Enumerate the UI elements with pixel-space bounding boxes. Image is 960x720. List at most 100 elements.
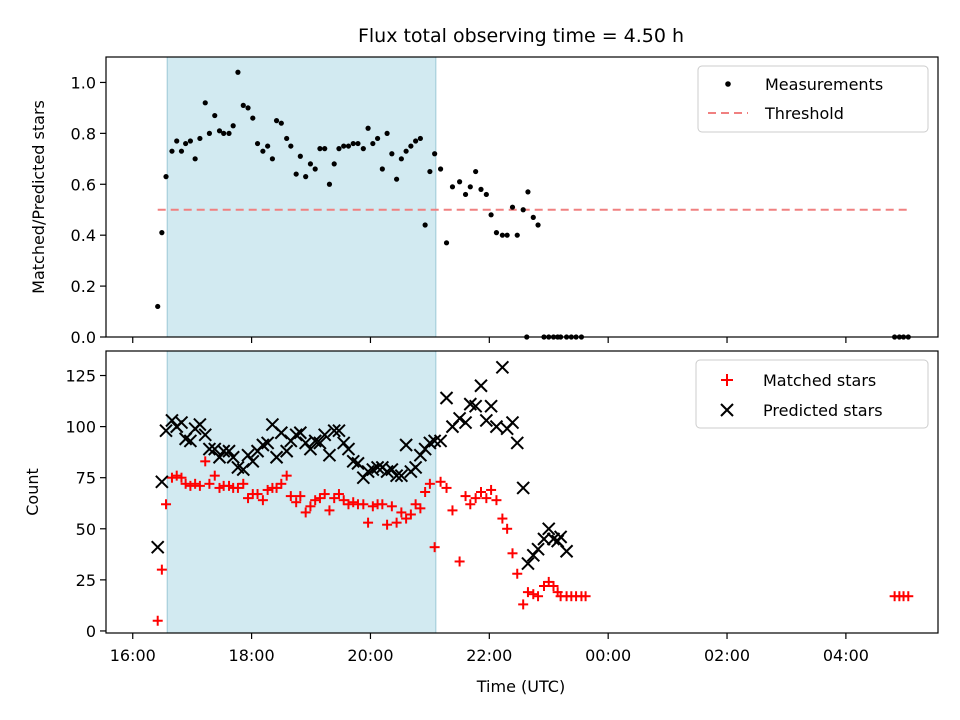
predicted-point xyxy=(427,434,442,448)
top-x-ticks xyxy=(132,337,847,343)
matched-point xyxy=(190,478,201,489)
matched-point xyxy=(281,470,292,481)
measurement-point xyxy=(467,184,473,190)
measurement-point xyxy=(216,128,223,134)
matched-point xyxy=(533,591,544,602)
x-tick-label: 20:00 xyxy=(347,646,393,665)
predicted-point xyxy=(226,450,240,464)
predicted-point xyxy=(510,436,524,450)
matched-point xyxy=(441,482,452,493)
matched-point xyxy=(262,484,273,495)
top-y-tick-label: 0.4 xyxy=(71,226,96,245)
matched-point xyxy=(429,542,440,553)
matched-point xyxy=(156,564,167,575)
measurement-point xyxy=(221,130,227,136)
top-y-tick-label: 0.6 xyxy=(71,175,96,194)
matched-point xyxy=(491,495,502,506)
predicted-points xyxy=(150,360,574,571)
measurement-point xyxy=(260,148,266,154)
predicted-point xyxy=(216,444,231,458)
predicted-point xyxy=(458,415,473,430)
measurement-point xyxy=(408,143,414,149)
predicted-point xyxy=(408,460,423,475)
predicted-point xyxy=(159,423,173,438)
bottom-y-axis: 0 25 50 75 100 125 xyxy=(65,367,106,641)
measurement-point xyxy=(226,130,232,136)
matched-point xyxy=(447,505,458,516)
top-y-tick-label: 1.0 xyxy=(71,73,96,92)
measurement-point xyxy=(514,232,520,238)
predicted-point xyxy=(332,423,346,438)
predicted-point xyxy=(183,434,198,448)
matched-point xyxy=(475,487,486,497)
predicted-point xyxy=(260,436,275,450)
matched-point xyxy=(363,517,374,528)
measurement-point xyxy=(336,146,342,152)
predicted-point xyxy=(193,417,207,432)
predicted-point xyxy=(399,438,413,452)
measurement-point xyxy=(462,191,469,198)
measurement-point xyxy=(345,143,352,149)
predicted-point xyxy=(489,419,504,434)
top-highlight-band xyxy=(166,56,437,338)
measurement-point xyxy=(288,143,294,149)
measurement-point xyxy=(403,148,409,154)
matched-point xyxy=(152,615,163,626)
predicted-point xyxy=(537,532,551,546)
x-tick-label: 18:00 xyxy=(229,646,275,665)
measurement-point xyxy=(297,153,303,159)
measurement-point xyxy=(212,112,218,119)
measurement-point xyxy=(499,232,505,238)
matched-point xyxy=(415,503,426,514)
matched-point xyxy=(161,499,172,510)
matched-point xyxy=(386,501,397,512)
matched-point xyxy=(285,491,296,502)
top-plot-frame xyxy=(105,56,939,338)
matched-point xyxy=(486,484,497,495)
matched-point xyxy=(176,472,187,483)
measurement-point xyxy=(322,146,328,152)
legend-measurements-label: Measurements xyxy=(765,75,883,94)
measurement-point xyxy=(284,135,290,142)
matched-point xyxy=(310,495,321,506)
predicted-point xyxy=(516,481,530,495)
measurement-point xyxy=(331,161,337,167)
measurement-point xyxy=(449,184,456,190)
predicted-point xyxy=(246,454,260,469)
matched-point xyxy=(367,501,378,512)
matched-point xyxy=(497,513,508,524)
matched-point xyxy=(305,501,316,512)
matched-point xyxy=(396,507,407,518)
matched-point xyxy=(166,472,177,483)
matched-point xyxy=(171,470,182,481)
measurement-point xyxy=(504,232,510,238)
matched-point xyxy=(358,499,369,510)
measurement-point xyxy=(437,166,444,172)
measurement-point xyxy=(341,143,347,149)
x-tick-label: 04:00 xyxy=(823,646,869,665)
matched-point xyxy=(405,509,416,520)
bottom-x-axis: 16:00 18:00 20:00 22:00 00:00 02:00 04:00 xyxy=(110,633,869,665)
measurement-point xyxy=(535,222,541,228)
measurement-point xyxy=(520,207,526,213)
predicted-point xyxy=(505,415,520,430)
measurement-point xyxy=(192,156,198,162)
matched-point xyxy=(276,478,287,489)
top-y-axis-label: Matched/Predicted stars xyxy=(29,100,48,294)
predicted-point xyxy=(468,399,483,413)
measurement-point xyxy=(427,168,433,175)
measurement-point xyxy=(197,135,203,142)
measurement-point xyxy=(307,161,314,167)
chart-title: Flux total observing time = 4.50 h xyxy=(358,25,684,47)
predicted-point xyxy=(559,544,574,558)
measurement-point xyxy=(350,140,356,147)
x-tick-label: 00:00 xyxy=(585,646,631,665)
measurement-point xyxy=(159,230,165,236)
predicted-point xyxy=(327,423,341,438)
measurement-point xyxy=(374,135,381,142)
measurement-point xyxy=(389,151,395,157)
measurement-point xyxy=(155,303,161,310)
predicted-point xyxy=(341,442,356,456)
measurement-point xyxy=(379,166,385,172)
measurement-point xyxy=(230,123,236,129)
